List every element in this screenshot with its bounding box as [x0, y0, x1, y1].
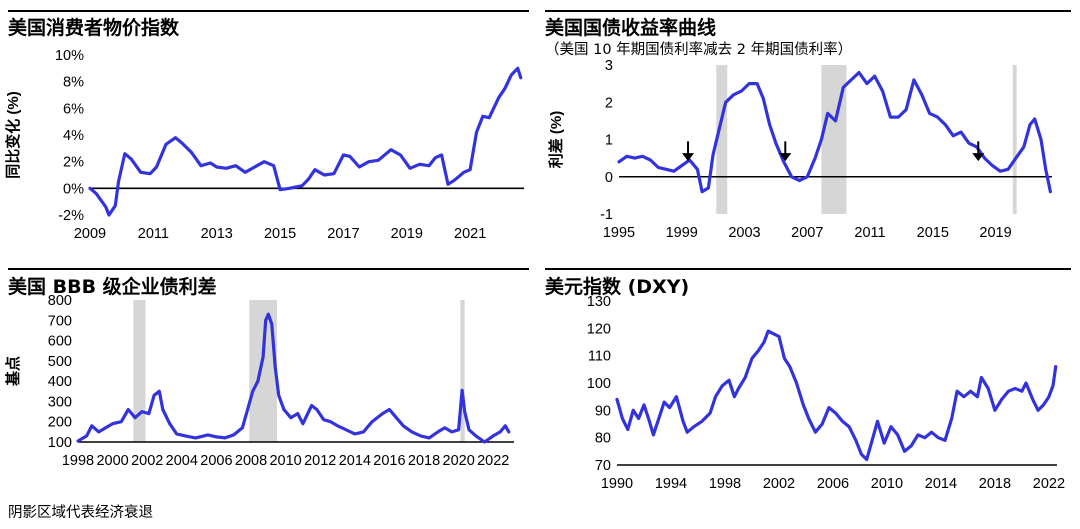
bbb-spread-xtick-label: 2004 [166, 453, 198, 469]
yield-curve-inversion-arrow-head [682, 153, 695, 162]
cpi-xtick-label: 2021 [454, 226, 486, 242]
yield-curve-ytick-label: -1 [600, 207, 613, 223]
bbb-spread-ytick-label: 400 [48, 374, 72, 390]
dxy-xtick-label: 1998 [709, 476, 741, 492]
yield-curve-ytick-label: 2 [605, 95, 613, 111]
dxy-xtick-label: 2014 [925, 476, 957, 492]
dxy-xtick-label: 2022 [1033, 476, 1065, 492]
yield-curve-ytick-label: 1 [605, 133, 613, 149]
bbb-spread-ytick-label: 100 [48, 435, 72, 451]
cpi-xtick-label: 2013 [201, 226, 233, 242]
bbb-spread-xtick-label: 2018 [408, 453, 440, 469]
bbb-spread-recession-band [133, 300, 146, 442]
yield-curve-xtick-label: 1995 [603, 225, 635, 241]
recession-footnote: 阴影区域代表经济衰退 [8, 505, 153, 521]
bbb-spread-xtick-label: 2020 [443, 453, 475, 469]
bbb-spread-ytick-label: 300 [48, 394, 72, 410]
dxy-ytick-label: 70 [595, 458, 611, 474]
yield-curve-title: 美国国债收益率曲线 [545, 17, 717, 39]
yield-curve-inversion-arrow-head [779, 153, 792, 162]
bbb-spread-xtick-label: 2014 [339, 453, 371, 469]
cpi-ytick-label: 4% [63, 128, 84, 144]
bbb-spread-xtick-label: 2008 [235, 453, 267, 469]
dxy-ytick-label: 130 [587, 294, 611, 310]
yield-curve-xtick-label: 1999 [666, 225, 698, 241]
yield-curve-recession-band [716, 65, 728, 214]
cpi-xtick-label: 2017 [327, 226, 359, 242]
dxy-ytick-label: 80 [595, 431, 611, 447]
bbb-spread-xtick-label: 2000 [96, 453, 128, 469]
yield-curve-ylabel: 利差 (%) [547, 111, 565, 169]
cpi-xtick-label: 2011 [138, 226, 169, 242]
cpi-ytick-label: 2% [63, 155, 84, 171]
yield-curve-inversion-arrow-head [972, 153, 985, 162]
cpi-ytick-label: 8% [63, 75, 84, 91]
cpi-xtick-label: 2015 [264, 226, 296, 242]
bbb-spread-ytick-label: 200 [48, 415, 72, 431]
dxy-xtick-label: 2018 [979, 476, 1011, 492]
cpi-ytick-label: -2% [58, 208, 84, 224]
bbb-spread-ylabel: 基点 [4, 356, 22, 387]
bbb-spread-top-rule [8, 268, 529, 270]
dxy-xtick-label: 1990 [601, 476, 633, 492]
bbb-spread-xtick-label: 2010 [269, 453, 301, 469]
cpi-xtick-label: 2019 [391, 226, 423, 242]
bbb-spread-xtick-label: 2002 [131, 453, 163, 469]
bbb-spread-ytick-label: 600 [48, 334, 72, 350]
yield-curve-xtick-label: 2007 [791, 225, 823, 241]
bbb-spread-xtick-label: 2016 [373, 453, 405, 469]
yield-curve-top-rule [545, 10, 1071, 12]
dxy-series-line [615, 329, 1058, 462]
bbb-spread-xtick-label: 2012 [304, 453, 336, 469]
bbb-spread-series-line [76, 312, 511, 444]
dxy-xtick-label: 2002 [763, 476, 795, 492]
dxy-xtick-label: 2010 [871, 476, 903, 492]
dxy-ytick-label: 100 [587, 376, 611, 392]
yield-curve-ytick-label: 3 [605, 58, 613, 74]
cpi-ytick-label: 10% [55, 48, 84, 64]
cpi-ytick-label: 0% [63, 181, 84, 197]
dxy-xtick-label: 2006 [817, 476, 849, 492]
yield-curve-recession-band [1012, 65, 1017, 214]
cpi-series-line [88, 66, 523, 217]
dxy-xtick-label: 1994 [655, 476, 687, 492]
bbb-spread-ytick-label: 700 [48, 313, 72, 329]
cpi-ylabel: 同比变化 (%) [4, 91, 22, 179]
dxy-title: 美元指数 (DXY) [545, 276, 690, 298]
dxy-ytick-label: 120 [587, 321, 611, 337]
cpi-ytick-label: 6% [63, 101, 84, 117]
yield-curve-series-line [617, 70, 1053, 194]
yield-curve-xtick-label: 2019 [979, 225, 1011, 241]
yield-curve-subtitle: （美国 10 年期国债利率减去 2 年期国债利率） [545, 42, 853, 58]
yield-curve-ytick-label: 0 [605, 170, 613, 186]
dxy-top-rule [545, 268, 1071, 270]
bbb-spread-ytick-label: 800 [48, 293, 72, 309]
yield-curve-xtick-label: 2011 [854, 225, 885, 241]
dxy-ytick-label: 110 [588, 349, 611, 365]
bbb-spread-title: 美国 BBB 级企业债利差 [8, 276, 217, 298]
bbb-spread-xtick-label: 2006 [200, 453, 232, 469]
bbb-spread-xtick-label: 1998 [62, 453, 94, 469]
cpi-top-rule [8, 10, 529, 12]
cpi-xtick-label: 2009 [74, 226, 106, 242]
bbb-spread-ytick-label: 500 [48, 354, 72, 370]
bbb-spread-recession-band [460, 300, 465, 442]
bbb-spread-xtick-label: 2022 [477, 453, 509, 469]
yield-curve-xtick-label: 2003 [728, 225, 760, 241]
cpi-title: 美国消费者物价指数 [8, 17, 180, 39]
yield-curve-xtick-label: 2015 [917, 225, 949, 241]
dxy-ytick-label: 90 [595, 403, 611, 419]
